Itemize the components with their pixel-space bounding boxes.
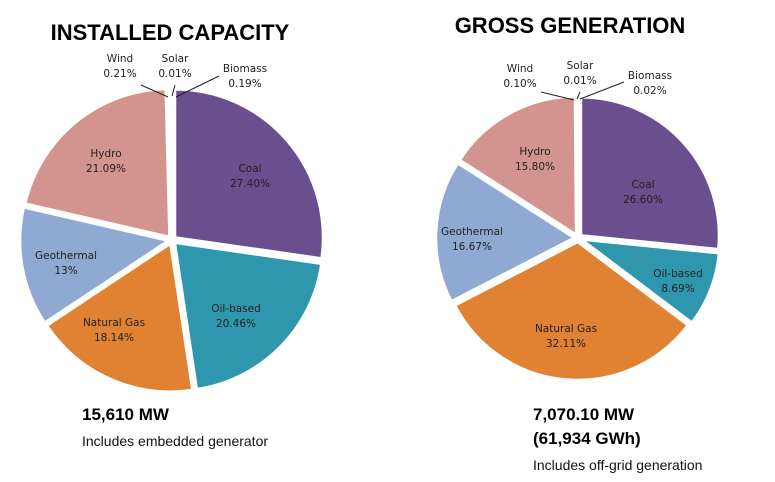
slice-label: Geothermal [441, 226, 503, 238]
slice-value-label: 27.40% [230, 178, 270, 190]
total-generation: 7,070.10 MW [533, 405, 635, 424]
leader-line [171, 84, 176, 97]
slice-value-label: 0.02% [633, 85, 666, 97]
leader-line [175, 75, 220, 98]
leader-line [140, 84, 169, 98]
slice-label: Geothermal [35, 250, 97, 262]
total-energy: (61,934 GWh) [533, 429, 641, 448]
pie-slice-biomass [168, 86, 174, 237]
slice-label: Biomass [223, 63, 267, 75]
pie-slice-natural-gas [45, 241, 194, 393]
slice-value-label: 16.67% [452, 241, 492, 253]
slice-value-label: 0.01% [158, 68, 191, 80]
slice-value-label: 15.80% [515, 161, 555, 173]
slice-label: Natural Gas [83, 317, 145, 329]
leader-line [540, 91, 575, 101]
pie-labels: Coal 27.40% Oil-based 20.46% Natural Gas 18.1… [35, 53, 270, 344]
slice-label: Oil-based [653, 268, 703, 280]
pie-slices [18, 86, 325, 393]
chart-title: GROSS GENERATION [455, 13, 686, 38]
pie-slice-hydro [458, 95, 578, 237]
slice-label: Solar [162, 53, 189, 65]
chart-note: Includes embedded generator [82, 433, 268, 449]
pie-slice-oil-based [173, 241, 323, 391]
installed-capacity-chart: INSTALLED CAPACITY Coal 27.40% Oil-based 20… [18, 20, 325, 449]
chart-note: Includes off-grid generation [533, 457, 702, 473]
pie-slices [434, 94, 721, 382]
chart-title: INSTALLED CAPACITY [51, 20, 290, 45]
slice-value-label: 20.46% [216, 318, 256, 330]
slice-value-label: 21.09% [86, 163, 126, 175]
slice-value-label: 32.11% [546, 338, 586, 350]
slice-label: Hydro [519, 146, 550, 158]
leader-line [579, 81, 625, 100]
pie-slice-oil-based [577, 237, 721, 325]
slice-value-label: 0.10% [503, 78, 536, 90]
slice-value-label: 0.01% [563, 75, 596, 87]
slice-label: Hydro [90, 148, 121, 160]
slice-value-label: 0.21% [103, 68, 136, 80]
slice-label: Wind [507, 63, 533, 75]
slice-label: Coal [238, 163, 261, 175]
pie-slice-geothermal [18, 205, 172, 325]
slice-value-label: 8.69% [661, 283, 694, 295]
slice-label: Solar [567, 60, 594, 72]
slice-label: Natural Gas [535, 323, 597, 335]
pie-slice-geothermal [434, 161, 577, 303]
slice-value-label: 26.60% [623, 194, 663, 206]
slice-label: Oil-based [211, 303, 261, 315]
gross-generation-chart: GROSS GENERATION Coal 26.60% Oil-based 8.69… [434, 13, 721, 473]
pie-labels: Coal 26.60% Oil-based 8.69% Natural Gas 32.11… [441, 60, 703, 350]
slice-value-label: 18.14% [94, 332, 134, 344]
slice-label: Biomass [628, 70, 672, 82]
slice-label: Wind [107, 53, 133, 65]
pie-slice-coal [579, 96, 721, 251]
pie-slice-hydro [23, 87, 171, 239]
total-capacity: 15,610 MW [82, 405, 170, 424]
leader-line [576, 91, 581, 100]
slice-label: Coal [631, 179, 654, 191]
pie-slice-natural-gas [453, 240, 690, 382]
slice-value-label: 0.19% [228, 78, 261, 90]
slice-value-label: 13% [54, 265, 77, 277]
pie-slice-coal [173, 88, 325, 260]
